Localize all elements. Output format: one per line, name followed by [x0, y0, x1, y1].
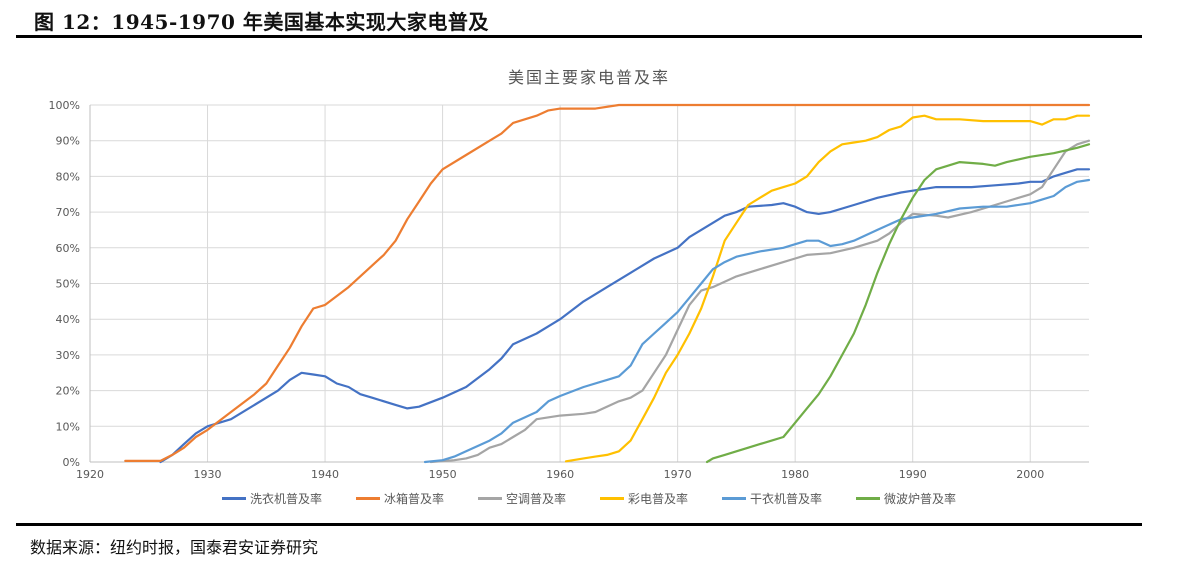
- legend: 洗衣机普及率 冰箱普及率 空调普及率 彩电普及率 干衣机普及率 微波炉普及率: [0, 490, 1178, 507]
- legend-item: 冰箱普及率: [355, 490, 444, 507]
- legend-item: 微波炉普及率: [856, 490, 956, 507]
- x-tick-label: 2000: [1016, 468, 1044, 481]
- y-tick-label: 60%: [56, 242, 80, 255]
- y-tick-label: 50%: [56, 278, 80, 291]
- series-line-3: [564, 114, 1091, 463]
- y-tick-label: 90%: [56, 135, 80, 148]
- series-line-0: [159, 168, 1091, 464]
- y-tick-label: 30%: [56, 349, 80, 362]
- legend-swatch-icon: [221, 497, 246, 500]
- bottom-rule: [16, 523, 1142, 526]
- legend-swatch-icon: [600, 497, 624, 500]
- x-tick-label: 1950: [429, 468, 457, 481]
- legend-swatch-icon: [355, 497, 380, 500]
- legend-label: 微波炉普及率: [884, 492, 957, 506]
- series-line-2: [429, 139, 1091, 464]
- legend-label: 干衣机普及率: [750, 492, 823, 506]
- x-tick-label: 1920: [76, 468, 104, 481]
- legend-label: 空调普及率: [505, 492, 566, 506]
- legend-item: 洗衣机普及率: [221, 490, 322, 507]
- y-tick-label: 40%: [56, 313, 80, 326]
- x-tick-label: 1990: [899, 468, 927, 481]
- legend-label: 洗衣机普及率: [249, 492, 322, 506]
- legend-swatch-icon: [722, 497, 747, 500]
- x-tick-label: 1930: [194, 468, 222, 481]
- legend-item: 干衣机普及率: [722, 490, 822, 507]
- series-lines: [124, 103, 1091, 464]
- series-line-5: [705, 143, 1091, 464]
- legend-swatch-icon: [477, 497, 502, 500]
- top-rule: [16, 35, 1142, 38]
- series-line-4: [423, 178, 1091, 464]
- x-tick-label: 1980: [781, 468, 809, 481]
- y-tick-label: 10%: [56, 420, 80, 433]
- x-tick-label: 1940: [311, 468, 339, 481]
- legend-item: 空调普及率: [477, 490, 566, 507]
- legend-label: 冰箱普及率: [383, 492, 444, 506]
- x-tick-label: 1960: [546, 468, 574, 481]
- axes: 0% 10% 20% 30% 40% 50% 60% 70% 80% 90% 100% 1920 193…: [49, 99, 1089, 481]
- gridlines: [90, 104, 1089, 462]
- data-source: 数据来源：纽约时报，国泰君安证券研究: [30, 538, 319, 557]
- y-tick-label: 20%: [56, 385, 80, 398]
- x-tick-label: 1970: [664, 468, 692, 481]
- chart-title: 美国主要家电普及率: [507, 68, 670, 87]
- legend-swatch-icon: [856, 497, 881, 500]
- y-tick-label: 100%: [49, 99, 80, 112]
- y-tick-label: 70%: [56, 206, 80, 219]
- y-tick-label: 80%: [56, 170, 80, 183]
- legend-item: 彩电普及率: [600, 490, 688, 507]
- figure-title: 图 12：1945-1970 年美国基本实现大家电普及: [34, 10, 489, 34]
- legend-label: 彩电普及率: [628, 492, 689, 506]
- series-line-1: [124, 103, 1091, 462]
- y-tick-label: 0%: [63, 456, 80, 469]
